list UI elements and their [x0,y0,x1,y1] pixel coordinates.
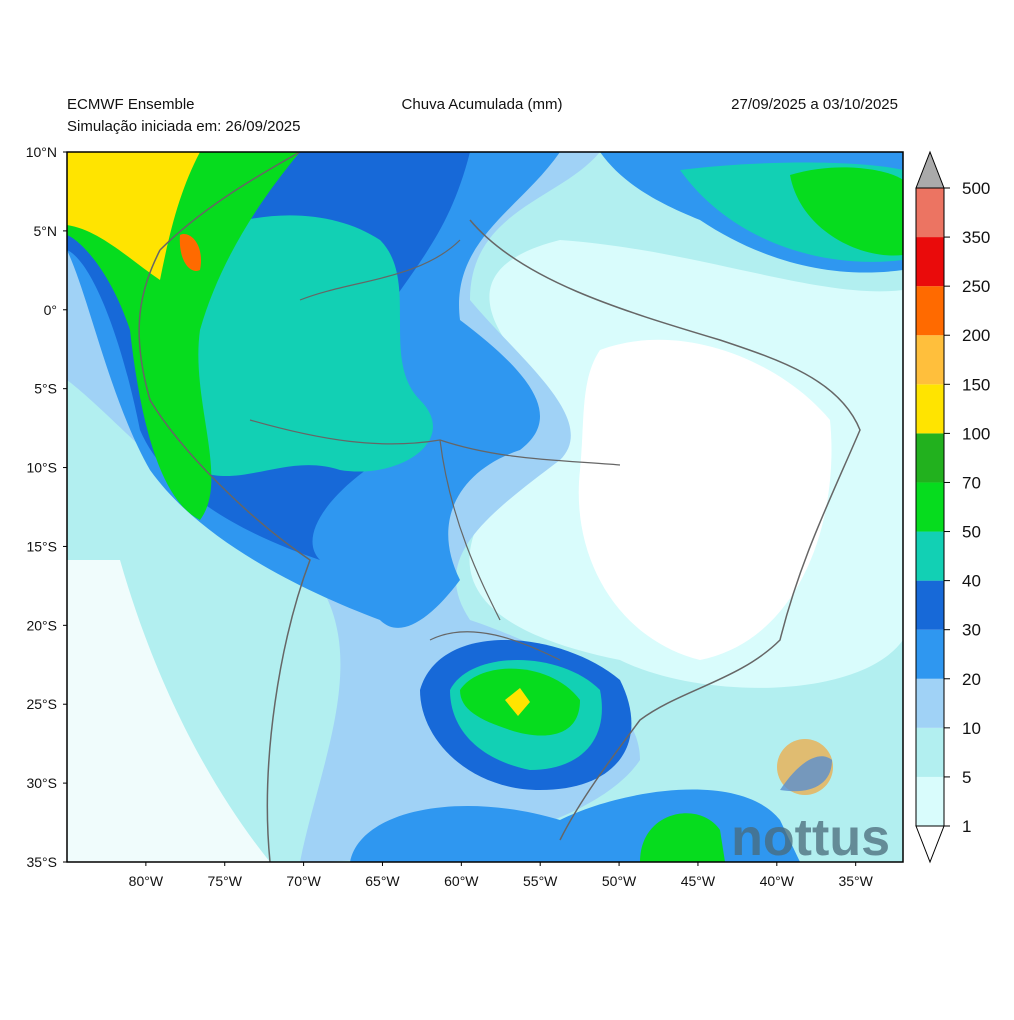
colorbar-box [916,286,944,336]
axis-labels: 10°N 5°N 0° 5°S 10°S 15°S 20°S 25°S 30°S 35°S 80°W… [26,144,874,889]
lon-label: 75°W [208,873,243,889]
colorbar-label: 250 [962,277,990,296]
lon-label: 35°W [838,873,873,889]
lat-label: 5°S [34,381,57,397]
colorbar-label: 5 [962,768,971,787]
watermark: nottus [731,809,890,867]
lat-label: 35°S [26,854,57,870]
run-date: Simulação iniciada em: 26/09/2025 [67,118,300,135]
colorbar-label: 500 [962,179,990,198]
lon-label: 70°W [286,873,321,889]
colorbar-box [916,678,944,728]
colorbar-label: 150 [962,375,990,394]
colorbar-box [916,727,944,777]
map-frame [66,151,904,863]
colorbar-box [916,335,944,385]
colorbar-label: 10 [962,719,981,738]
colorbar-box [916,629,944,679]
lat-label: 5°N [34,223,58,239]
lat-label: 10°S [26,460,57,476]
lon-label: 45°W [681,873,716,889]
colorbar-label: 20 [962,670,981,689]
rain-field: nottus [67,152,903,867]
lat-label: 25°S [26,696,57,712]
model-title: ECMWF Ensemble [67,96,195,113]
colorbar-box [916,188,944,238]
lon-label: 65°W [365,873,400,889]
lat-label: 30°S [26,775,57,791]
colorbar-label: 70 [962,473,981,492]
lon-label: 50°W [602,873,637,889]
lat-label: 15°S [26,538,57,554]
colorbar-box [916,776,944,826]
lat-label: 20°S [26,617,57,633]
colorbar-label: 1 [962,817,971,836]
lon-label: 55°W [523,873,558,889]
lat-label: 10°N [26,144,57,160]
colorbar-label: 30 [962,621,981,640]
colorbar-label: 50 [962,523,981,542]
colorbar-box [916,433,944,483]
colorbar-box [916,531,944,581]
lon-label: 60°W [444,873,479,889]
colorbar: 1 5 10 20 30 40 50 70 100 150 200 250 350 500 [915,150,990,864]
colorbar-label: 40 [962,572,981,591]
colorbar-label: 100 [962,424,990,443]
colorbar-label: 200 [962,326,990,345]
colorbar-over [915,150,945,189]
colorbar-box [916,482,944,532]
colorbar-label: 350 [962,228,990,247]
variable-title: Chuva Acumulada (mm) [402,96,563,113]
colorbar-under [915,825,945,864]
lon-label: 40°W [760,873,795,889]
colorbar-frame [915,187,945,827]
colorbar-box [916,384,944,434]
colorbar-box [916,237,944,287]
period-title: 27/09/2025 a 03/10/2025 [731,96,898,113]
lat-label: 0° [44,302,57,318]
lon-label: 80°W [129,873,164,889]
colorbar-box [916,580,944,630]
